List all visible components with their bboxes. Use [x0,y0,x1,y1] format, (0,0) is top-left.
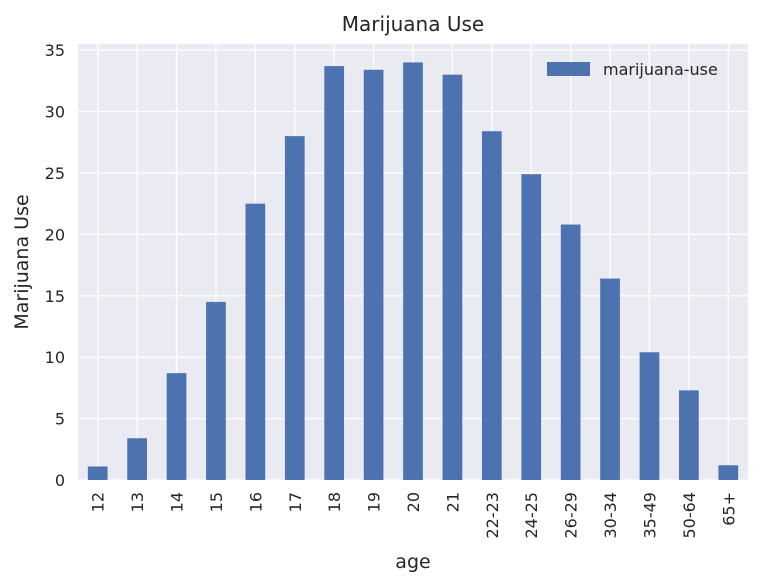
bar-65+ [718,465,739,480]
y-tick-labels: 0 5 10 15 20 25 30 35 [45,41,65,490]
bar-16 [245,203,266,480]
x-tick-label: 19 [365,492,384,512]
bar-19 [363,69,384,480]
y-tick-label: 15 [45,287,65,306]
bar-24-25 [521,174,542,480]
bar-12 [87,466,108,480]
x-tick-label: 12 [89,492,108,512]
bar-35-49 [639,352,660,480]
bar-21 [442,74,463,480]
x-tick-label: 21 [443,492,462,512]
x-tick-label: 50-64 [680,492,699,539]
x-tick-label: 13 [128,492,147,512]
y-tick-label: 30 [45,103,65,122]
x-tick-label: 22-23 [483,492,502,539]
x-tick-label: 16 [246,492,265,512]
y-tick-label: 0 [55,471,65,490]
x-tick-labels: 12 13 14 15 16 17 18 19 20 21 22-23 24-25 26-29 30-34… [89,492,739,539]
x-tick-label: 26-29 [562,492,581,539]
y-tick-label: 20 [45,225,65,244]
x-tick-label: 30-34 [601,492,620,539]
x-tick-label: 20 [404,492,423,512]
bar-22-23 [481,131,502,480]
bars [87,62,739,480]
bar-14 [166,373,187,480]
x-tick-label: 35-49 [640,492,659,539]
bar-50-64 [679,390,699,480]
legend-swatch [547,62,590,76]
x-tick-label: 65+ [719,492,738,526]
x-tick-label: 14 [168,492,187,512]
bar-26-29 [560,224,581,480]
bar-18 [324,66,345,480]
x-tick-label: 15 [207,492,226,512]
x-axis-label: age [395,551,430,573]
bar-20 [403,62,423,480]
bar-30-34 [600,278,620,480]
x-tick-label: 17 [286,492,305,512]
y-axis-label: Marijuana Use [11,194,33,329]
y-tick-label: 25 [45,164,65,183]
legend-label: marijuana-use [603,60,718,79]
y-tick-label: 35 [45,41,65,60]
y-tick-label: 10 [45,348,65,367]
y-tick-label: 5 [55,410,65,429]
chart-title: Marijuana Use [342,12,484,36]
bar-17 [284,136,305,480]
x-tick-label: 24-25 [522,492,541,539]
bar-15 [206,301,226,480]
bar-13 [127,438,147,480]
legend: marijuana-use [547,60,718,79]
x-tick-label: 18 [325,492,344,512]
